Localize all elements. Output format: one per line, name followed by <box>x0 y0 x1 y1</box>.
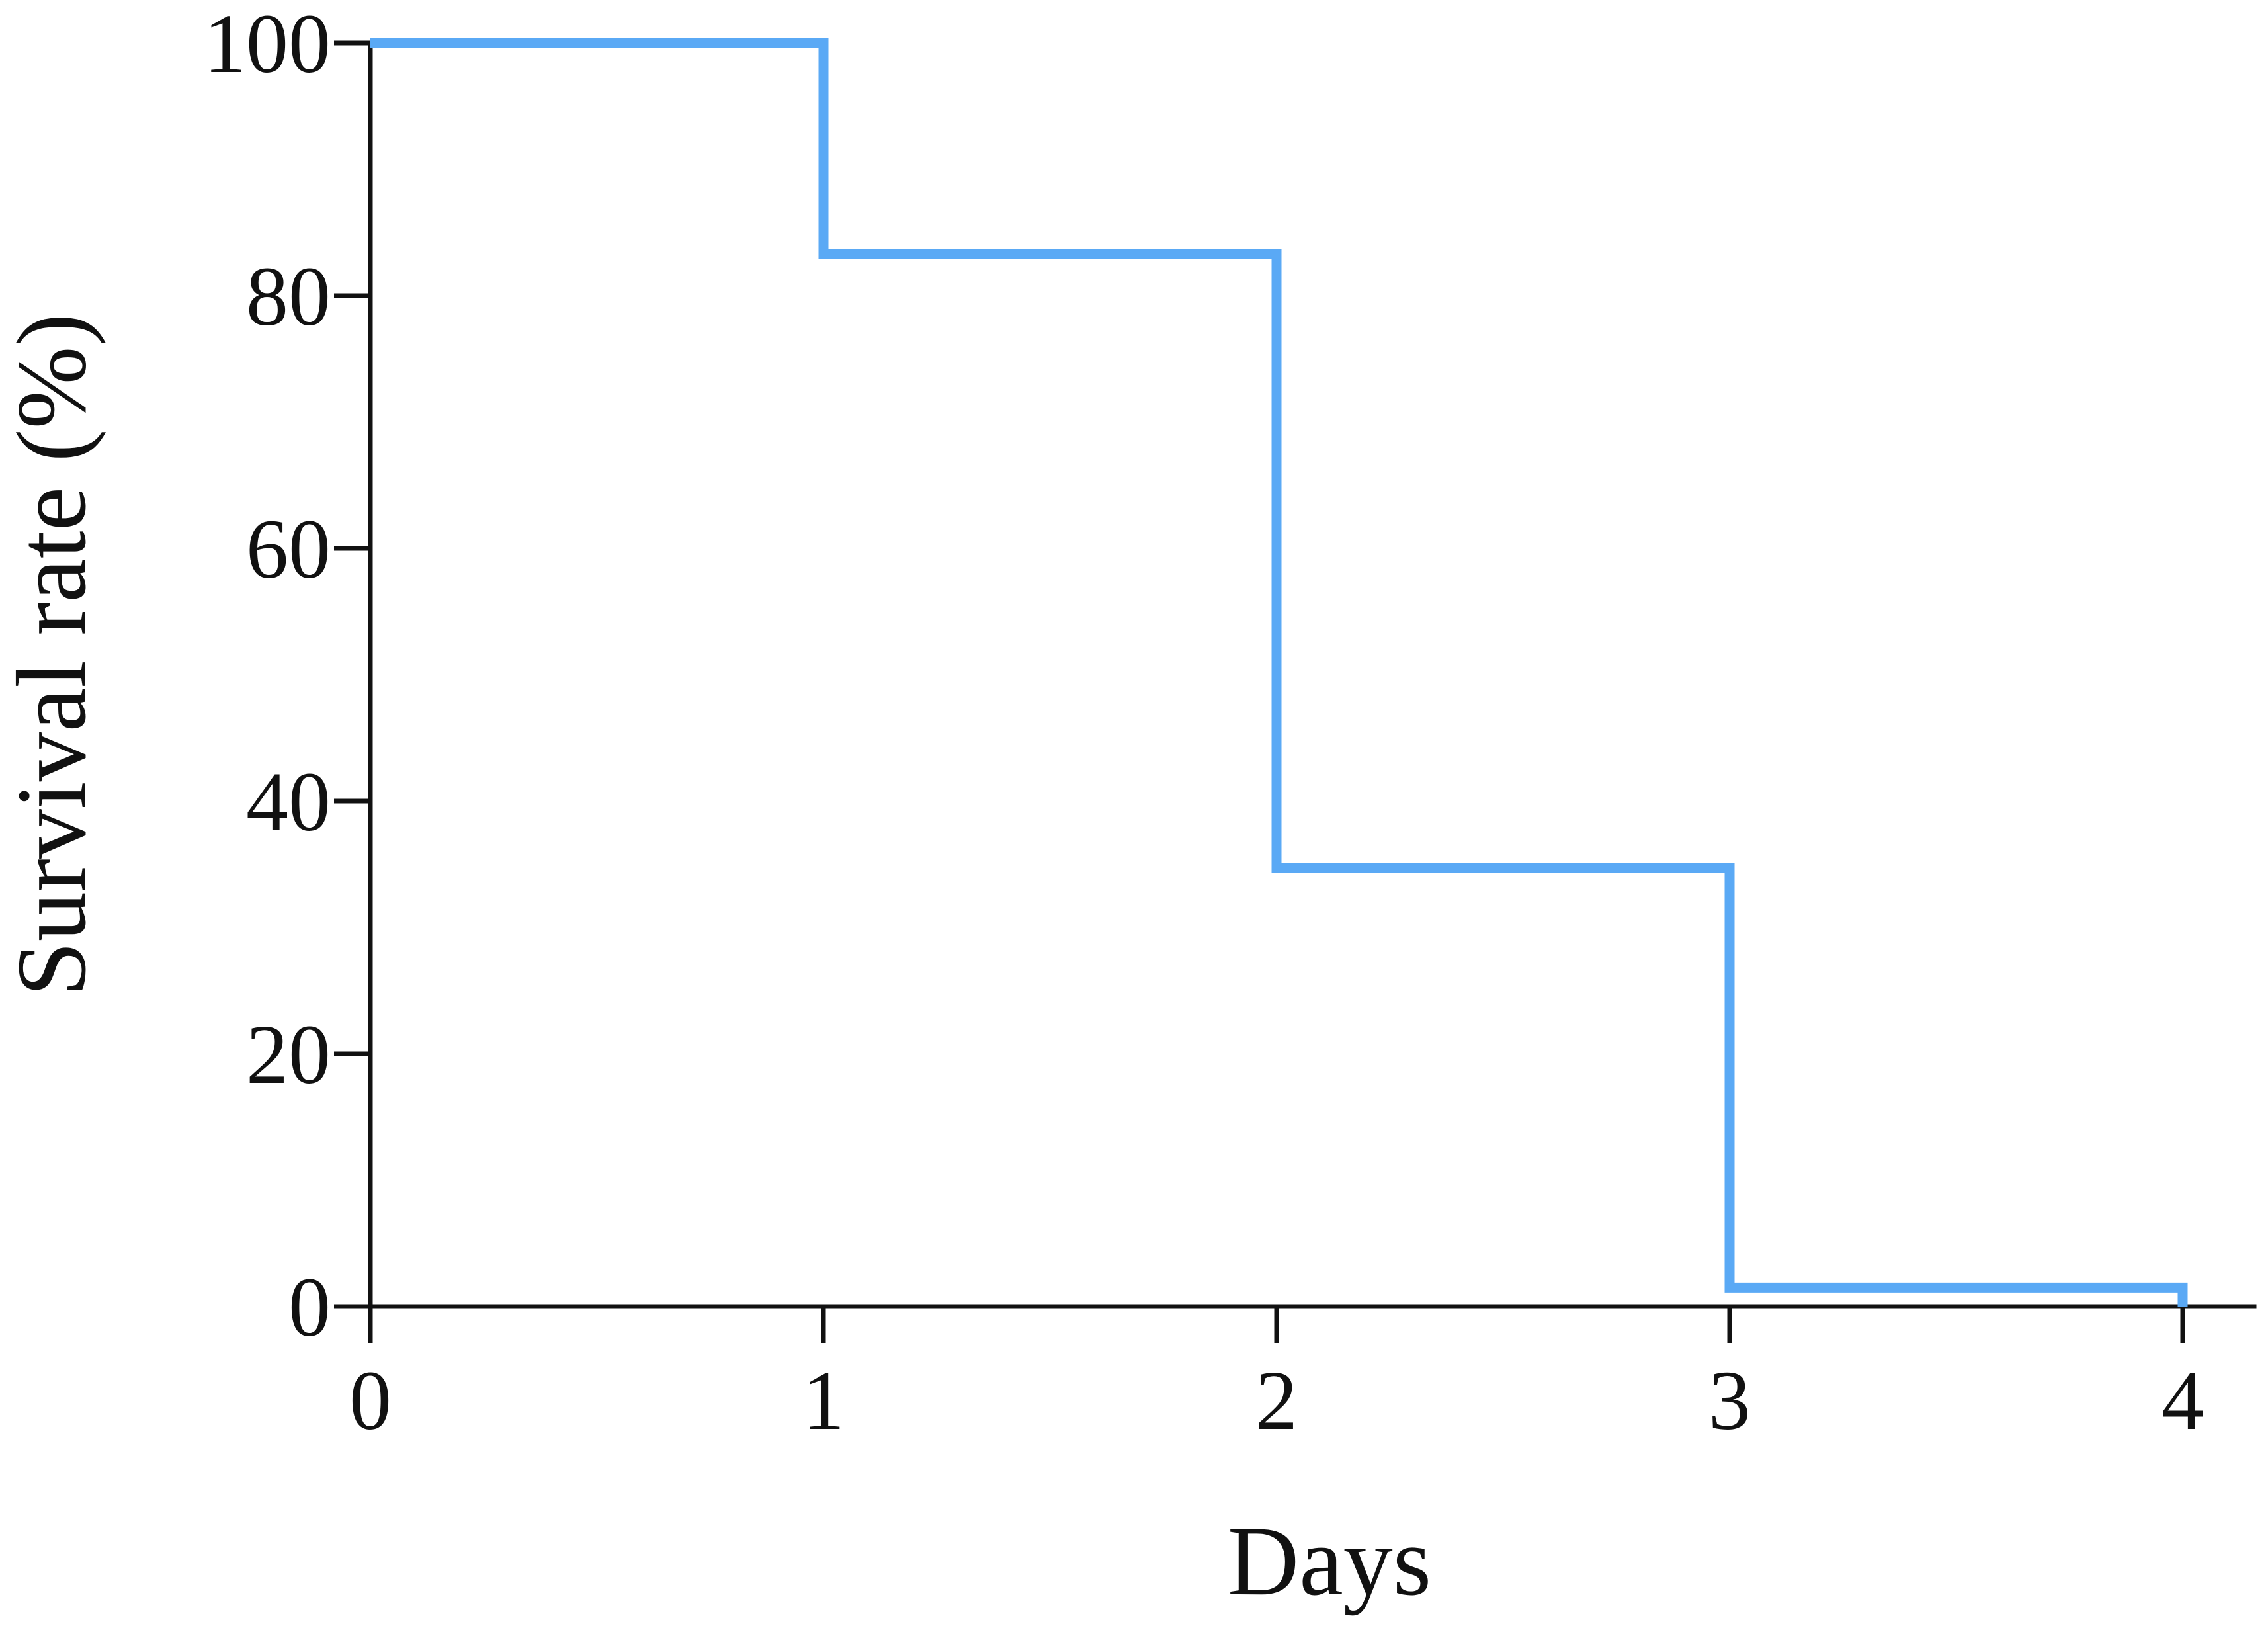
x-tick-label-3: 3 <box>1708 1353 1751 1447</box>
x-tick-label-0: 0 <box>349 1353 392 1447</box>
x-axis-title: Days <box>1228 1506 1431 1616</box>
x-tick-label-4: 4 <box>2162 1353 2204 1447</box>
y-tick-label-60: 60 <box>246 502 331 596</box>
y-axis-title: Survival rate (%) <box>0 314 106 997</box>
y-tick-label-80: 80 <box>246 249 331 343</box>
y-tick-label-40: 40 <box>246 755 331 849</box>
x-tick-label-1: 1 <box>802 1353 845 1447</box>
x-tick-label-2: 2 <box>1255 1353 1298 1447</box>
tick-labels-group: 0 20 40 60 80 100 0 1 2 3 4 <box>204 0 2204 1447</box>
y-tick-label-100: 100 <box>204 0 331 91</box>
survival-step-line-0 <box>370 38 2188 1307</box>
y-tick-label-0: 0 <box>288 1260 331 1354</box>
axes-group <box>334 40 2257 1343</box>
y-tick-label-20: 20 <box>246 1007 331 1101</box>
series-group <box>370 38 2188 1307</box>
